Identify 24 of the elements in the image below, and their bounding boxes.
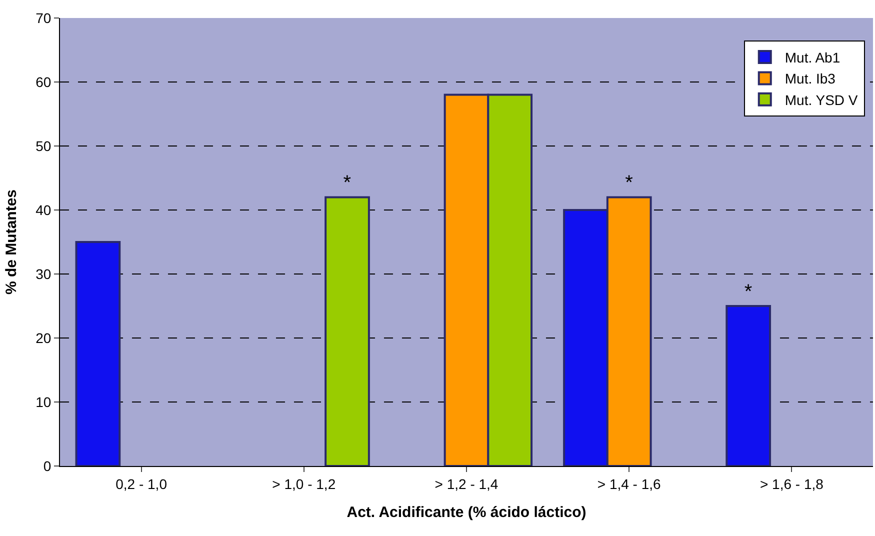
y-tick-label: 60	[36, 74, 52, 90]
y-tick-label: 70	[36, 10, 52, 26]
y-axis-title: % de Mutantes	[2, 189, 20, 295]
x-tick-label: > 1,2 - 1,4	[434, 476, 498, 492]
x-tick-label: 0,2 - 1,0	[116, 476, 168, 492]
legend-label: Mut. Ab1	[784, 49, 840, 66]
y-tick-label: 0	[43, 458, 52, 474]
data-label: *	[625, 172, 634, 194]
x-tick-label: > 1,0 - 1,2	[272, 476, 336, 492]
y-tick-label: 50	[36, 138, 52, 154]
y-tick-label: 40	[36, 202, 52, 218]
x-axis-title: Act. Acidificante (% ácido láctico)	[346, 504, 586, 521]
y-tick-label: 30	[36, 266, 52, 282]
y-tick-label: 20	[36, 330, 52, 346]
legend-label: Mut. Ib3	[784, 70, 836, 87]
bar	[726, 305, 772, 466]
legend-label: Mut. YSD V	[784, 92, 858, 108]
bar	[324, 196, 370, 466]
data-label: *	[744, 281, 752, 303]
x-tick-label: > 1,6 - 1,8	[760, 476, 824, 492]
bar	[75, 241, 121, 466]
data-label: *	[343, 172, 352, 194]
y-tick-label: 10	[36, 394, 52, 410]
x-tick-label: > 1,4 - 1,6	[597, 476, 662, 492]
